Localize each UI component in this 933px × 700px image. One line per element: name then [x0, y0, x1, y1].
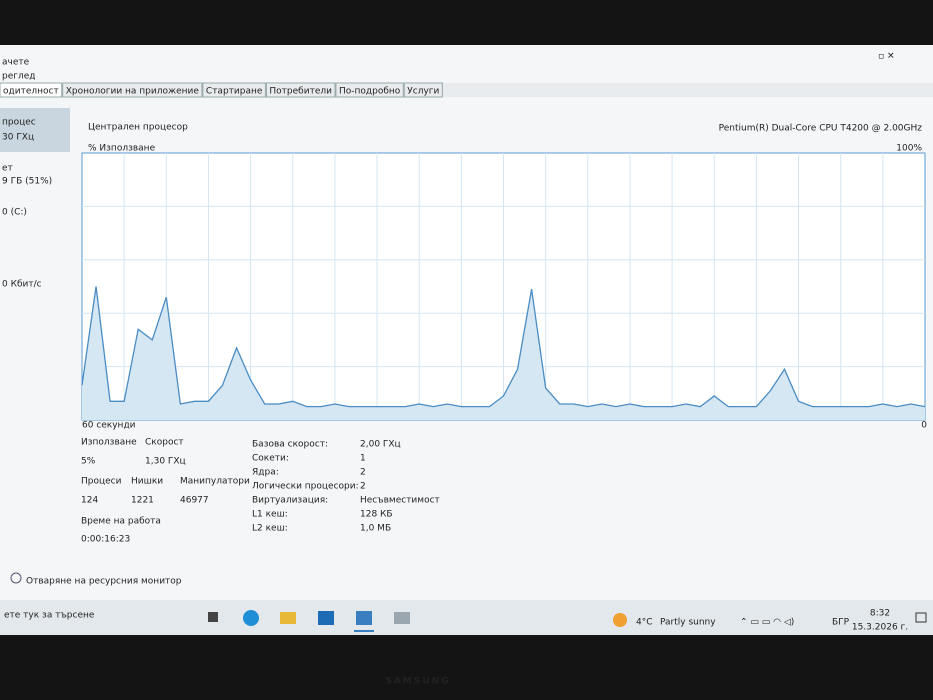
detail-label: Виртуализация: [252, 496, 328, 506]
menu-item[interactable]: ачете [2, 58, 30, 68]
window-controls: ▫ ✕ [878, 52, 895, 62]
tab[interactable]: По-подробно [339, 87, 401, 97]
stat-value: 5% [81, 457, 96, 467]
stat-value: 1,30 ГХц [145, 457, 186, 467]
title: Централен процесор [88, 123, 188, 133]
detail-value: 1 [360, 454, 366, 464]
sidebar-item: 9 ГБ (51%) [2, 177, 52, 187]
stat-label: Скорост [145, 438, 184, 448]
detail-label: Ядра: [252, 468, 279, 478]
detail-value: 2,00 ГХц [360, 440, 401, 450]
stat-label: Процеси [81, 477, 122, 487]
tab-bar [0, 83, 933, 97]
monitor-icon [10, 572, 22, 584]
tab-border[interactable] [0, 82, 63, 98]
tab[interactable]: Стартиране [206, 87, 263, 97]
detail-label: Логически процесори: [252, 482, 359, 492]
app-icon[interactable] [394, 612, 410, 624]
taskmgr-icon[interactable] [356, 611, 372, 625]
sidebar-item[interactable]: ет [2, 164, 13, 174]
detail-value: 1,0 МБ [360, 524, 391, 534]
menu-item[interactable]: реглед [2, 72, 36, 82]
weather-icon[interactable] [613, 613, 627, 627]
detail-label: L2 кеш: [252, 524, 288, 534]
sidebar-item: 30 ГХц [2, 133, 34, 143]
edge-icon[interactable] [243, 610, 259, 626]
taskview-icon[interactable] [208, 612, 218, 622]
graph-label: 100% [896, 144, 922, 154]
tab[interactable]: Хронологии на приложение [66, 87, 200, 97]
notification-icon[interactable] [915, 612, 927, 623]
detail-value: 2 [360, 468, 366, 478]
stat-value: 1221 [131, 496, 154, 506]
tab-border[interactable] [202, 82, 266, 98]
sidebar-selected[interactable] [0, 108, 70, 152]
detail-label: Сокети: [252, 454, 289, 464]
explorer-icon[interactable] [280, 612, 296, 624]
detail-value: Несъвместимост [360, 496, 440, 506]
detail-label: Базова скорост: [252, 440, 328, 450]
active-indicator [354, 630, 374, 632]
cpu-name: Pentium(R) Dual-Core CPU T4200 @ 2.00GHz [719, 124, 923, 134]
stat-value: 46977 [180, 496, 209, 506]
tab[interactable]: одителност [3, 87, 59, 97]
clock-date[interactable]: 15.3.2026 г. [852, 623, 908, 633]
sidebar-item[interactable]: 0 (C:) [2, 208, 27, 218]
tab-border[interactable] [403, 82, 443, 98]
graph-label: 0 [921, 421, 927, 431]
detail-value: 128 КБ [360, 510, 393, 520]
stat-label: Манипулатори [180, 477, 250, 487]
sidebar-item[interactable]: процес [2, 118, 36, 128]
bezel-brand: SAMSUNG [385, 677, 450, 687]
tab-border[interactable] [335, 82, 404, 98]
sidebar-item[interactable]: 0 Кбит/с [2, 280, 42, 290]
clock-time[interactable]: 8:32 [870, 609, 890, 619]
detail-value: 2 [360, 482, 366, 492]
tray-icons[interactable]: ⌃ ▭ ▭ ◠ ◁) [740, 618, 794, 628]
tab-border[interactable] [265, 82, 336, 98]
usage-line [81, 286, 926, 408]
stat-label: Време на работа [81, 517, 161, 527]
taskbar [0, 600, 933, 635]
stat-label: Използване [81, 438, 137, 448]
footer-link[interactable]: Отваряне на ресурсния монитор [26, 577, 182, 587]
graph-label: 60 секунди [82, 421, 136, 431]
weather[interactable]: Partly sunny [660, 618, 716, 628]
graph-label: % Използване [88, 144, 156, 154]
tab[interactable]: Услуги [407, 87, 439, 97]
stat-value: 0:00:16:23 [81, 535, 130, 545]
stat-value: 124 [81, 496, 98, 506]
tab[interactable]: Потребители [269, 87, 332, 97]
search-box[interactable]: ете тук за търсене [4, 611, 95, 621]
stat-label: Нишки [131, 477, 163, 487]
store-icon[interactable] [318, 611, 334, 625]
detail-label: L1 кеш: [252, 510, 288, 520]
language[interactable]: БГР [832, 618, 850, 628]
tab-border[interactable] [62, 82, 203, 98]
temperature[interactable]: 4°C [636, 618, 653, 628]
